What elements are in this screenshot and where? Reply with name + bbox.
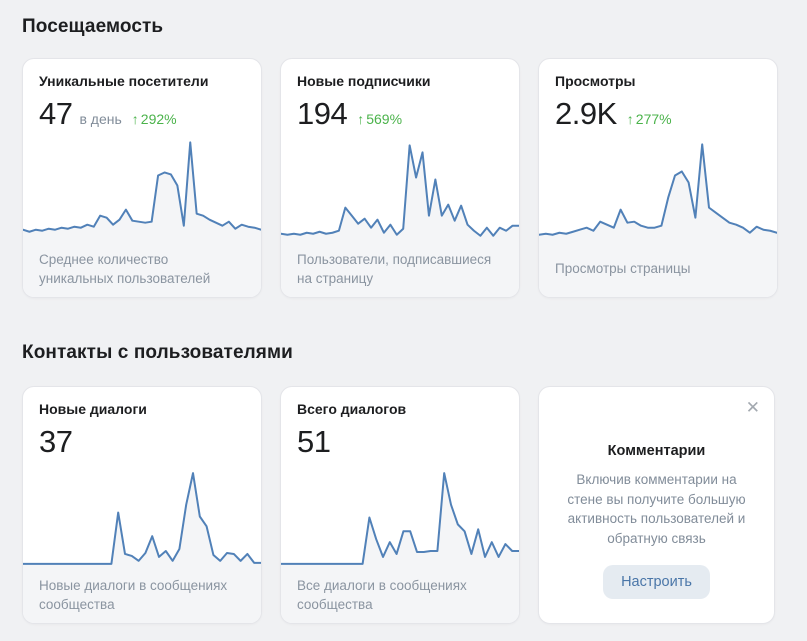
comments-promo-card: ✕ Комментарии Включив комментарии на сте… <box>538 386 775 624</box>
sparkline-chart-total-dialogs <box>281 461 519 567</box>
section-title-contacts: Контакты с пользователями <box>22 342 293 363</box>
close-icon[interactable]: ✕ <box>742 395 764 420</box>
card-caption: Среднее количество уникальных пользовате… <box>23 241 261 297</box>
stat-value: 47 <box>39 96 73 131</box>
stat-value: 37 <box>39 424 73 459</box>
card-title: Новые диалоги <box>39 401 147 417</box>
arrow-up-icon: ↑ <box>357 111 365 127</box>
promo-text: Включив комментарии на стене вы получите… <box>567 472 746 546</box>
visits-cards-row: Уникальные посетители 47 в день ↑ 292% Ср… <box>22 58 785 298</box>
card-caption: Пользователи, подписавшиеся на страницу <box>281 241 519 297</box>
trend-badge: ↑ 292% <box>132 111 177 127</box>
value-row: 2.9K ↑ 277% <box>555 98 761 129</box>
stat-card-total-dialogs: Всего диалогов 51 Все диалоги в сообщени… <box>280 386 520 624</box>
card-head: Новые диалоги 37 <box>23 387 261 457</box>
sparkline-chart-new-subscribers <box>281 133 519 241</box>
stat-value: 194 <box>297 96 348 131</box>
trend-badge: ↑ 569% <box>357 111 402 127</box>
contacts-cards-row: Новые диалоги 37 Новые диалоги в сообщен… <box>22 386 785 624</box>
trend-badge: ↑ 277% <box>627 111 672 127</box>
trend-percent: 292% <box>140 111 177 127</box>
stat-card-unique-visitors: Уникальные посетители 47 в день ↑ 292% Ср… <box>22 58 262 298</box>
stat-value: 51 <box>297 424 331 459</box>
card-head: Уникальные посетители 47 в день ↑ 292% <box>23 59 261 129</box>
stat-card-new-subscribers: Новые подписчики 194 ↑ 569% Пользователи,… <box>280 58 520 298</box>
stat-card-views: Просмотры 2.9K ↑ 277% Просмотры страницы <box>538 58 778 298</box>
card-title: Всего диалогов <box>297 401 407 417</box>
arrow-up-icon: ↑ <box>131 111 139 127</box>
trend-percent: 277% <box>635 111 672 127</box>
card-head: Всего диалогов 51 <box>281 387 519 457</box>
stat-card-new-dialogs: Новые диалоги 37 Новые диалоги в сообщен… <box>22 386 262 624</box>
sparkline-chart-unique-visitors <box>23 133 261 241</box>
card-title: Новые подписчики <box>297 73 431 89</box>
sparkline-chart-new-dialogs <box>23 461 261 567</box>
promo-title: Комментарии <box>607 443 706 459</box>
card-head: Новые подписчики 194 ↑ 569% <box>281 59 519 129</box>
card-caption: Новые диалоги в сообщениях сообщества <box>23 567 261 623</box>
card-title: Уникальные посетители <box>39 73 209 89</box>
section-title-visits: Посещаемость <box>22 16 164 37</box>
stat-value: 2.9K <box>555 96 617 131</box>
card-caption: Все диалоги в сообщениях сообщества <box>281 567 519 623</box>
value-row: 47 в день ↑ 292% <box>39 98 245 129</box>
trend-percent: 569% <box>366 111 403 127</box>
arrow-up-icon: ↑ <box>626 111 634 127</box>
value-row: 37 <box>39 426 245 457</box>
stat-unit: в день <box>79 111 122 127</box>
configure-button[interactable]: Настроить <box>603 565 710 600</box>
value-row: 194 ↑ 569% <box>297 98 503 129</box>
value-row: 51 <box>297 426 503 457</box>
card-head: Просмотры 2.9K ↑ 277% <box>539 59 777 129</box>
card-caption: Просмотры страницы <box>539 241 777 297</box>
sparkline-chart-views <box>539 133 777 241</box>
card-title: Просмотры <box>555 73 636 89</box>
